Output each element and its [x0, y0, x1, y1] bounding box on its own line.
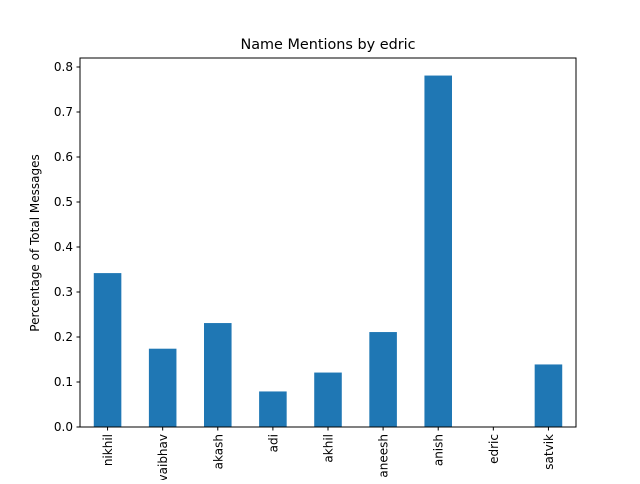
bar-nikhil: [93, 273, 122, 427]
y-tick-label: 0.8: [54, 60, 73, 74]
x-tick-label: akash: [211, 434, 225, 469]
y-ticks: 0.0 0.1 0.2 0.3 0.4 0.5 0.6 0.7 0.8: [54, 60, 80, 434]
x-tick-label: anish: [432, 434, 446, 466]
y-tick-label: 0.4: [54, 240, 73, 254]
bar-satvik: [534, 364, 563, 427]
bars-group: [93, 75, 563, 428]
bar-akash: [204, 323, 232, 427]
x-tick-label: adi: [266, 434, 280, 452]
x-tick-label: satvik: [542, 434, 556, 470]
bar-adi: [259, 391, 287, 427]
bar-akhil: [314, 372, 342, 427]
bar-anish: [424, 75, 452, 428]
y-tick-label: 0.2: [54, 330, 73, 344]
y-tick-label: 0.0: [54, 420, 73, 434]
y-tick-label: 0.5: [54, 195, 73, 209]
y-axis-label: Percentage of Total Messages: [28, 154, 42, 331]
y-tick-label: 0.3: [54, 285, 73, 299]
y-tick-label: 0.6: [54, 150, 73, 164]
x-tick-label: akhil: [322, 434, 336, 463]
y-tick-label: 0.1: [54, 375, 73, 389]
chart-title: Name Mentions by edric: [240, 37, 415, 53]
y-tick-label: 0.7: [54, 105, 73, 119]
x-tick-label: vaibhav: [156, 434, 170, 480]
x-tick-label: nikhil: [101, 434, 115, 466]
x-tick-label: aneesh: [377, 434, 391, 478]
bar-aneesh: [369, 332, 397, 427]
plot-frame: [79, 57, 577, 428]
x-ticks: nikhil vaibhav akash adi akhil aneesh anish edr…: [101, 427, 556, 480]
x-tick-label: edric: [487, 434, 501, 464]
bar-vaibhav: [148, 348, 177, 427]
